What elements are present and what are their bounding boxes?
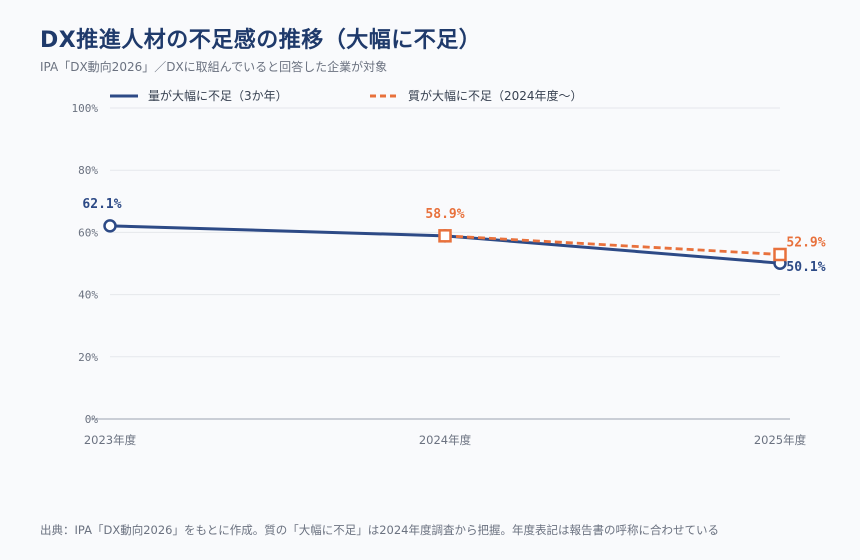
source-note: 出典：IPA「DX動向2026」をもとに作成。質の「大幅に不足」は2024年度調… [40, 523, 719, 537]
y-tick-label: 20% [78, 351, 98, 364]
x-tick-label: 2024年度 [419, 433, 472, 447]
series: 62.1% 50.1% 58.9% 52.9% [82, 197, 825, 275]
legend-label: 量が大幅に不足（3か年） [148, 88, 288, 103]
chart-subtitle: IPA「DX動向2026」／DXに取組んでいると回答した企業が対象 [40, 60, 388, 74]
y-tick-label: 100% [72, 102, 99, 115]
data-label: 50.1% [786, 260, 825, 275]
y-tick-label: 40% [78, 289, 98, 302]
data-point [438, 229, 452, 243]
data-label: 52.9% [786, 235, 825, 250]
data-point [103, 219, 117, 233]
legend-label: 質が大幅に不足（2024年度～） [408, 88, 583, 103]
chart-title: DX推進人材の不足感の推移（大幅に不足） [40, 28, 482, 53]
data-label: 58.9% [425, 207, 464, 222]
data-point [773, 247, 787, 262]
y-tick-label: 80% [78, 164, 98, 177]
axes: 0%20%40%60%80%100%2023年度 2024年度 2025年度 [72, 102, 807, 447]
legend: 量が大幅に不足（3か年） 質が大幅に不足（2024年度～） [110, 88, 583, 103]
grid [110, 107, 780, 358]
x-tick-label: 2023年度 [84, 433, 137, 447]
data-label: 62.1% [82, 197, 121, 212]
x-tick-label: 2025年度 [754, 433, 807, 447]
series-line-quality [444, 234, 781, 256]
y-tick-label: 60% [78, 226, 98, 239]
